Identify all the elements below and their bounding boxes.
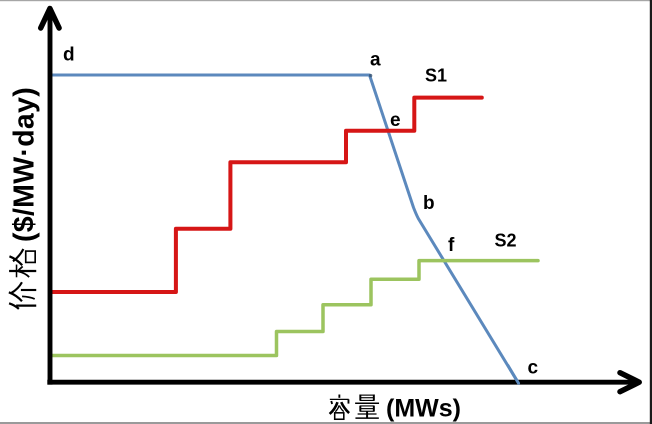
svg-text:(MWs): (MWs) (386, 395, 461, 423)
svg-text:c: c (528, 358, 539, 379)
svg-text:($/MW·day): ($/MW·day) (9, 87, 41, 242)
svg-text:b: b (423, 193, 435, 214)
svg-text:S1: S1 (425, 66, 447, 86)
svg-text:a: a (370, 50, 381, 71)
svg-text:e: e (390, 110, 401, 131)
svg-text:f: f (448, 235, 455, 256)
svg-text:d: d (63, 45, 75, 66)
svg-text:S2: S2 (495, 231, 517, 251)
